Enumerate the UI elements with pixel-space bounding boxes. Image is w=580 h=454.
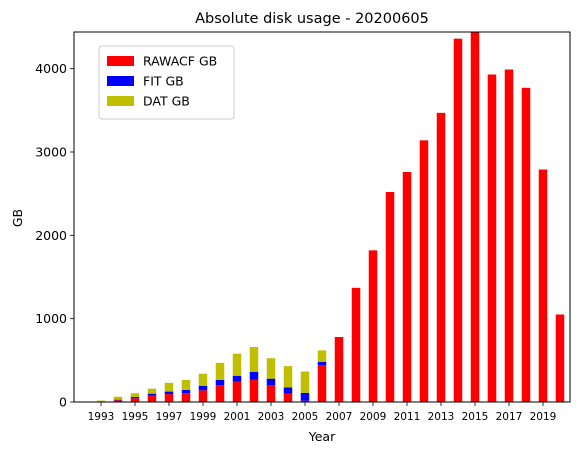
bar-rawacf-gb-2007: [335, 337, 344, 402]
bar-rawacf-gb-2003: [267, 385, 276, 402]
bar-rawacf-gb-2014: [454, 39, 463, 402]
chart-title: Absolute disk usage - 20200605: [195, 11, 429, 27]
bar-rawacf-gb-2000: [216, 385, 225, 402]
bar-rawacf-gb-2015: [471, 32, 480, 402]
bar-rawacf-gb-2002: [250, 380, 259, 403]
y-tick-label-4000: 4000: [35, 61, 67, 76]
x-tick-label-2005: 2005: [292, 411, 319, 423]
bar-rawacf-gb-1995: [131, 398, 140, 402]
bar-fit-gb-2002: [250, 372, 259, 380]
bar-rawacf-gb-2006: [318, 365, 327, 402]
bar-fit-gb-1996: [148, 394, 157, 396]
bar-rawacf-gb-2008: [352, 288, 361, 402]
bar-dat-gb-1997: [165, 383, 174, 392]
bar-dat-gb-1998: [182, 380, 191, 390]
x-tick-label-2003: 2003: [258, 411, 285, 423]
bar-rawacf-gb-2017: [505, 70, 514, 403]
x-tick-label-2013: 2013: [428, 411, 455, 423]
bar-rawacf-gb-2013: [437, 113, 446, 402]
bar-rawacf-gb-2001: [233, 382, 242, 402]
bar-fit-gb-2000: [216, 380, 225, 385]
x-tick-label-2015: 2015: [462, 411, 489, 423]
bar-fit-gb-1994: [114, 400, 123, 401]
bar-fit-gb-2006: [318, 362, 327, 365]
x-tick-label-2007: 2007: [326, 411, 353, 423]
y-tick-label-0: 0: [59, 395, 67, 410]
bar-dat-gb-2001: [233, 354, 242, 376]
bar-rawacf-gb-1997: [165, 394, 174, 402]
y-tick-label-1000: 1000: [35, 311, 67, 326]
bar-dat-gb-1994: [114, 397, 123, 400]
bar-dat-gb-2003: [267, 358, 276, 378]
bar-fit-gb-2003: [267, 379, 276, 386]
bar-dat-gb-2006: [318, 350, 327, 362]
bar-rawacf-gb-2010: [386, 192, 395, 402]
x-tick-label-2019: 2019: [530, 411, 557, 423]
y-tick-label-2000: 2000: [35, 228, 67, 243]
bar-rawacf-gb-2018: [522, 88, 531, 402]
bar-rawacf-gb-2009: [369, 250, 378, 402]
x-axis: 1993 1995 1997 1999 2001 2003 2005 2007 2009 2011…: [88, 402, 557, 423]
bar-dat-gb-2005: [301, 372, 310, 393]
x-tick-label-2017: 2017: [496, 411, 523, 423]
x-tick-label-1993: 1993: [88, 411, 115, 423]
bar-fit-gb-1999: [199, 386, 208, 391]
x-axis-label: Year: [308, 429, 336, 444]
bar-rawacf-gb-2004: [284, 394, 293, 402]
bar-rawacf-gb-1999: [199, 390, 208, 402]
bar-rawacf-gb-1996: [148, 396, 157, 402]
bar-fit-gb-1995: [131, 397, 140, 398]
x-tick-label-2009: 2009: [360, 411, 387, 423]
bar-fit-gb-1997: [165, 392, 174, 395]
bar-dat-gb-1993: [97, 401, 106, 402]
bar-rawacf-gb-2020: [556, 315, 565, 403]
legend-swatch-rawacf-gb: [107, 56, 134, 66]
legend-label-rawacf-gb: RAWACF GB: [143, 54, 217, 69]
bar-rawacf-gb-2011: [403, 172, 412, 402]
bar-dat-gb-2000: [216, 363, 225, 380]
bar-rawacf-gb-2016: [488, 75, 497, 403]
bar-dat-gb-2002: [250, 347, 259, 372]
y-axis-label: GB: [10, 209, 25, 227]
bar-fit-gb-2001: [233, 376, 242, 382]
x-tick-label-1995: 1995: [122, 411, 149, 423]
legend-label-fit-gb: FIT GB: [143, 74, 184, 89]
bar-dat-gb-1995: [131, 393, 140, 397]
bar-dat-gb-1999: [199, 374, 208, 386]
bar-fit-gb-2004: [284, 387, 293, 393]
x-tick-label-1999: 1999: [190, 411, 217, 423]
legend-label-dat-gb: DAT GB: [143, 94, 190, 109]
bar-rawacf-gb-2012: [420, 140, 429, 402]
x-tick-label-2011: 2011: [394, 411, 421, 423]
bar-rawacf-gb-2019: [539, 170, 548, 403]
bar-fit-gb-1998: [182, 390, 191, 393]
legend: RAWACF GB FIT GB DAT GB: [99, 46, 234, 119]
bar-rawacf-gb-1998: [182, 393, 191, 402]
legend-swatch-fit-gb: [107, 76, 134, 86]
y-tick-label-3000: 3000: [35, 145, 67, 160]
legend-swatch-dat-gb: [107, 96, 134, 106]
bar-dat-gb-1996: [148, 389, 157, 394]
y-axis: 0 1000 2000 3000 4000: [35, 61, 74, 409]
bar-dat-gb-2004: [284, 366, 293, 387]
x-tick-label-2001: 2001: [224, 411, 251, 423]
bar-fit-gb-2005: [301, 393, 310, 401]
x-tick-label-1997: 1997: [156, 411, 183, 423]
